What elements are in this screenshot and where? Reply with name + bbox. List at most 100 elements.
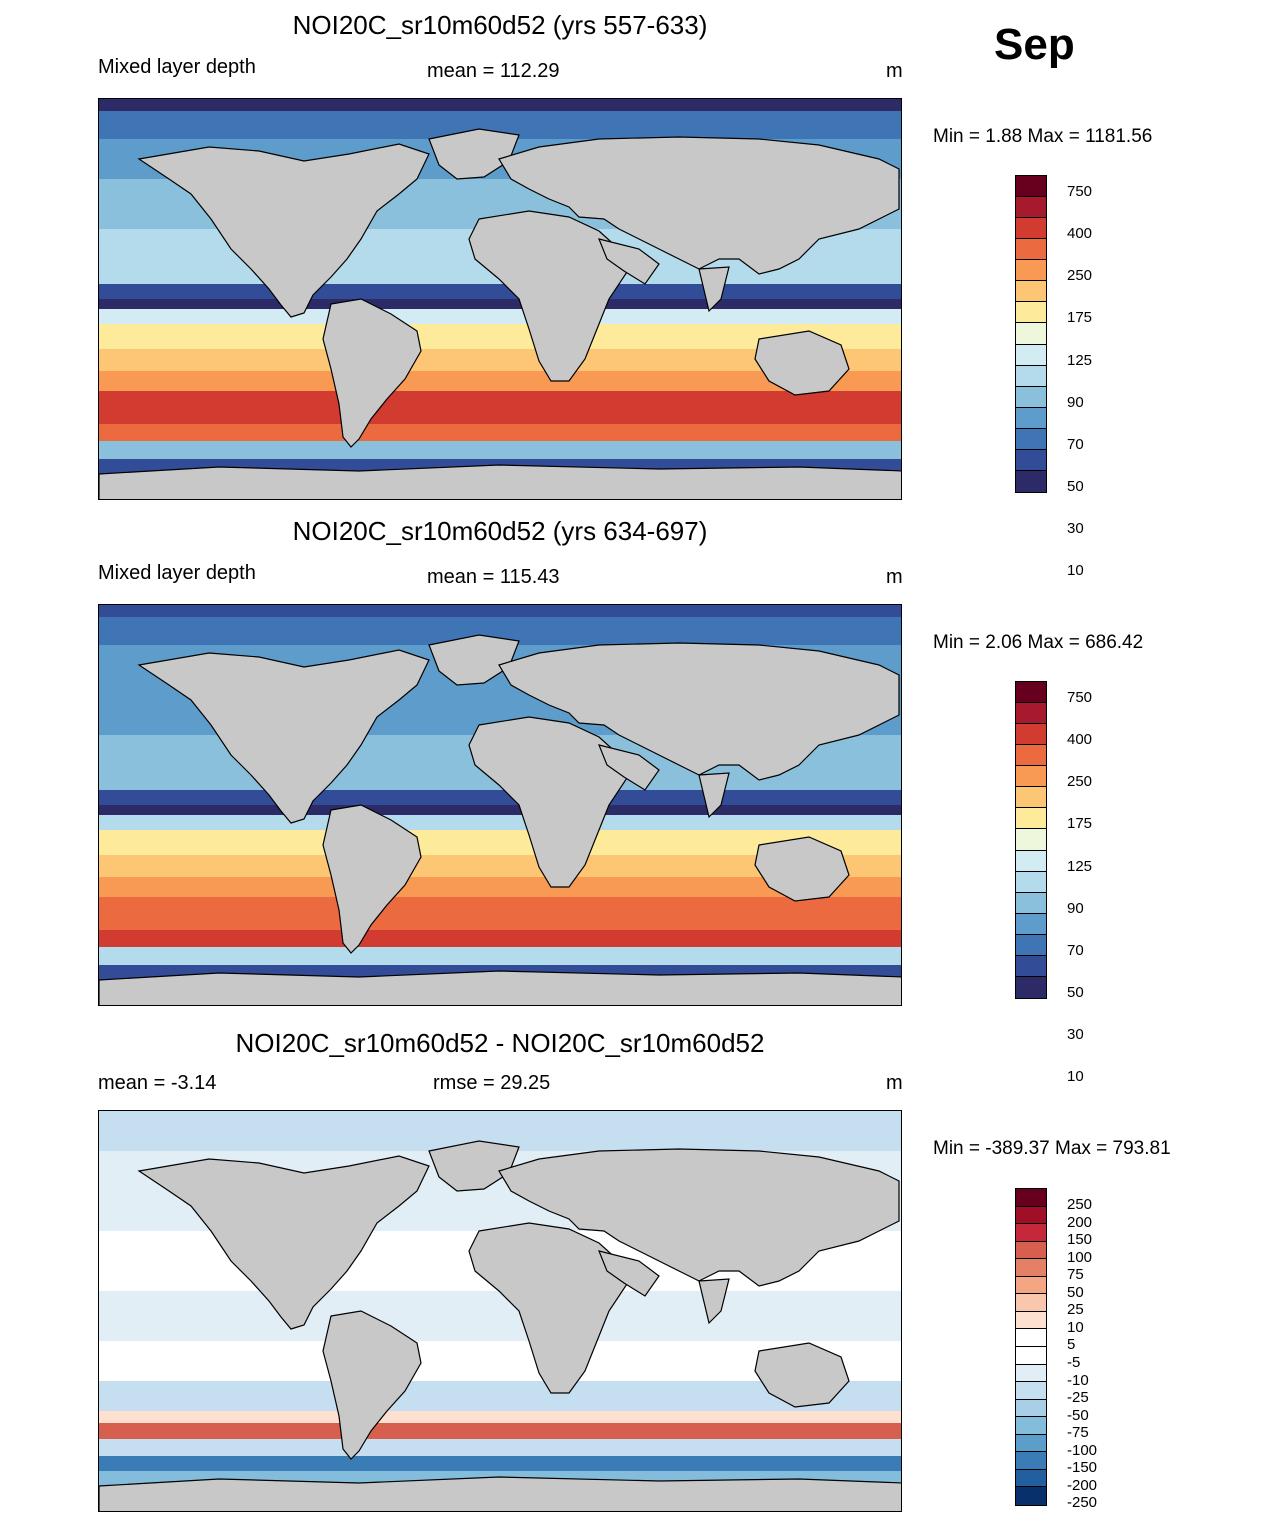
land-mass <box>428 128 520 180</box>
panel3-map <box>98 1110 902 1512</box>
panel1-units: m <box>886 60 903 82</box>
ocean-band <box>99 805 901 815</box>
colorbar-tick-label: 125 <box>1067 351 1093 369</box>
ocean-band <box>99 1423 901 1439</box>
colorbar-swatch <box>1016 1276 1046 1295</box>
colorbar-swatch <box>1016 281 1046 303</box>
land-mass <box>322 804 422 954</box>
land-mass <box>468 716 630 888</box>
land-mass <box>598 744 660 791</box>
ocean-band <box>99 855 901 877</box>
colorbar-swatch <box>1016 386 1046 408</box>
colorbar-tick-label: 90 <box>1067 393 1084 411</box>
land-mass <box>99 464 901 499</box>
panel2-title: NOI20C_sr10m60d52 (yrs 634-697) <box>292 516 708 546</box>
colorbar-swatch <box>1016 787 1046 809</box>
colorbar-swatch <box>1016 218 1046 240</box>
panel3-title: NOI20C_sr10m60d52 - NOI20C_sr10m60d52 <box>235 1028 765 1058</box>
colorbar-swatch <box>1016 239 1046 261</box>
land-mass <box>498 136 900 275</box>
colorbar-tick-label: 200 <box>1067 1213 1093 1231</box>
colorbar-tick-label: 150 <box>1067 1231 1093 1249</box>
colorbar-swatch <box>1016 1452 1046 1470</box>
colorbar-swatch <box>1016 1434 1046 1453</box>
colorbar-swatch <box>1016 892 1046 914</box>
colorbar-swatch <box>1016 344 1046 366</box>
colorbar-swatch <box>1016 1224 1046 1242</box>
colorbar-swatch <box>1016 449 1046 471</box>
ocean-band <box>99 441 901 459</box>
colorbar-tick-label: 10 <box>1067 1068 1084 1086</box>
colorbar-tick-label: 10 <box>1067 1318 1084 1336</box>
land-mass <box>698 266 730 313</box>
colorbar-swatch <box>1016 1347 1046 1365</box>
colorbar-tick-label: 175 <box>1067 815 1093 833</box>
colorbar-swatch <box>1016 176 1046 198</box>
ocean-band <box>99 1411 901 1423</box>
colorbar-tick-label: 10 <box>1067 562 1084 580</box>
colorbar-tick-label: 250 <box>1067 773 1093 791</box>
colorbar-swatch <box>1016 1241 1046 1260</box>
ocean-band <box>99 1291 901 1341</box>
colorbar-swatch <box>1016 1311 1046 1330</box>
colorbar-swatch <box>1016 1382 1046 1400</box>
colorbar-tick-label: 90 <box>1067 899 1084 917</box>
colorbar-swatch <box>1016 829 1046 851</box>
panel1-left-label: Mixed layer depth <box>98 56 256 78</box>
panel1-minmax: Min = 1.88 Max = 1181.56 <box>933 126 1153 147</box>
colorbar-swatch <box>1016 682 1046 704</box>
colorbar-swatch <box>1016 766 1046 788</box>
land-mass <box>137 143 430 318</box>
colorbar-tick-label: 250 <box>1067 1196 1093 1213</box>
colorbar-swatch <box>1016 1259 1046 1277</box>
ocean-band <box>99 1439 901 1456</box>
ocean-band <box>99 897 901 930</box>
colorbar-tick-label: 400 <box>1067 225 1093 243</box>
land-mass <box>468 210 630 382</box>
panel2-colorbar <box>1015 681 1047 999</box>
land-mass <box>322 298 422 448</box>
colorbar-tick-label: 750 <box>1067 183 1093 200</box>
land-mass <box>598 1250 660 1297</box>
panel1-colorbar <box>1015 175 1047 493</box>
colorbar-swatch <box>1016 260 1046 282</box>
ocean-band <box>99 309 901 324</box>
colorbar-tick-label: 30 <box>1067 520 1084 538</box>
colorbar-swatch <box>1016 1189 1046 1207</box>
colorbar-swatch <box>1016 470 1046 492</box>
colorbar-tick-label: 750 <box>1067 689 1093 706</box>
ocean-band <box>99 605 901 617</box>
colorbar-swatch <box>1016 1399 1046 1418</box>
colorbar-swatch <box>1016 955 1046 977</box>
land-mass <box>99 970 901 1005</box>
colorbar-swatch <box>1016 323 1046 345</box>
panel1-map <box>98 98 902 500</box>
land-mass <box>754 836 850 902</box>
panel3-minmax: Min = -389.37 Max = 793.81 <box>933 1138 1171 1159</box>
land-mass <box>498 642 900 781</box>
land-mass <box>498 1148 900 1287</box>
colorbar-swatch <box>1016 428 1046 450</box>
colorbar-swatch <box>1016 1469 1046 1488</box>
colorbar-tick-label: -50 <box>1067 1406 1089 1424</box>
ocean-band <box>99 815 901 830</box>
colorbar-tick-label: 25 <box>1067 1301 1084 1319</box>
panel2-units: m <box>886 566 903 588</box>
land-mass <box>428 634 520 686</box>
panel3-mean: mean = -3.14 <box>98 1072 217 1094</box>
colorbar-swatch <box>1016 302 1046 324</box>
panel3-colorbar <box>1015 1188 1047 1506</box>
panel3-units: m <box>886 1072 903 1094</box>
land-mass <box>468 1222 630 1394</box>
colorbar-tick-label: 50 <box>1067 1283 1084 1301</box>
ocean-band <box>99 299 901 309</box>
colorbar-tick-label: 100 <box>1067 1248 1093 1266</box>
colorbar-tick-label: 70 <box>1067 435 1084 453</box>
land-mass <box>428 1140 520 1192</box>
land-mass <box>698 1278 730 1325</box>
land-mass <box>754 1342 850 1408</box>
colorbar-swatch <box>1016 808 1046 830</box>
colorbar-swatch <box>1016 745 1046 767</box>
colorbar-tick-label: 250 <box>1067 267 1093 285</box>
panel1-title: NOI20C_sr10m60d52 (yrs 557-633) <box>292 10 708 40</box>
